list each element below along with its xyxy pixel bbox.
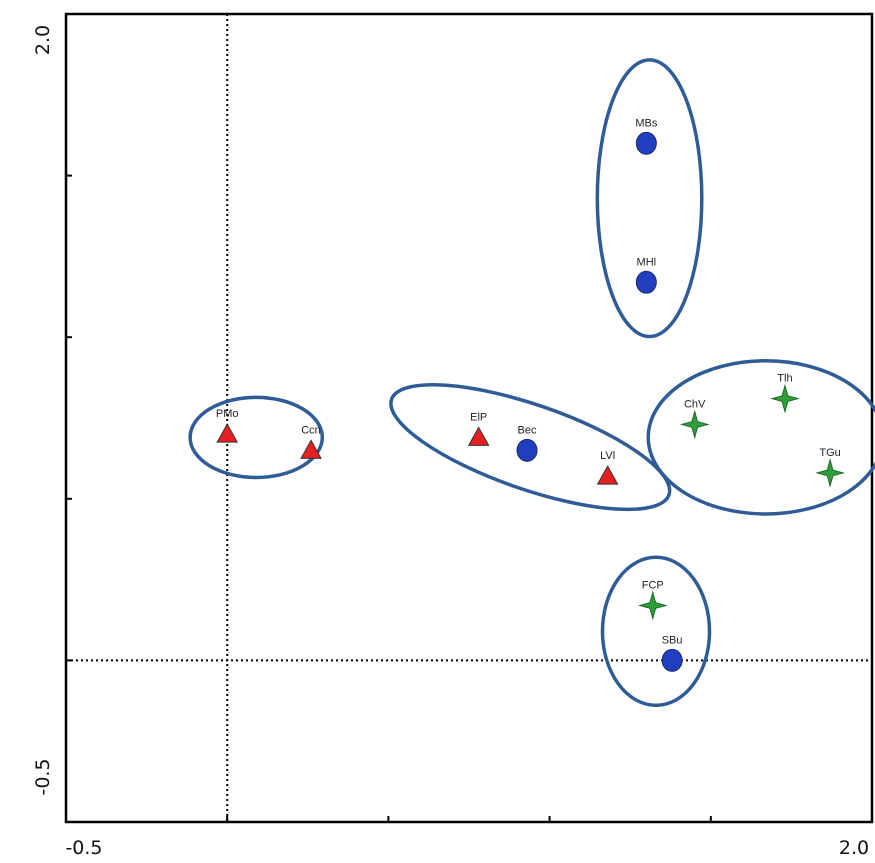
triangle-marker-elp	[467, 426, 490, 446]
group-ellipse-2	[389, 383, 672, 512]
point-label-chv: ChV	[684, 398, 706, 410]
data-markers	[216, 131, 845, 672]
group-ellipse-4	[646, 359, 875, 516]
group-ellipse-5	[600, 555, 712, 708]
point-label-tlh: Tlh	[777, 373, 792, 385]
group-ellipse-3	[595, 58, 704, 339]
circle-marker-mbs	[635, 131, 657, 155]
group-ellipses	[188, 58, 875, 708]
reference-lines	[66, 14, 872, 822]
triangle-marker-lvl	[596, 465, 619, 485]
group-ellipse-1	[188, 395, 325, 480]
triangle-marker-pmo	[216, 423, 239, 443]
x-tick-label-min: -0.5	[65, 837, 102, 859]
point-label-mbs: MBs	[635, 117, 658, 129]
point-label-sbu: SBu	[662, 634, 683, 646]
point-label-elp: ElP	[470, 411, 487, 423]
point-label-mhl: MHl	[637, 256, 657, 268]
y-tick-label-min: -0.5	[32, 758, 54, 795]
y-tick-label-max: 2.0	[32, 25, 54, 55]
circle-marker-bec	[516, 438, 538, 462]
x-tick-label-max: 2.0	[839, 837, 869, 859]
point-label-bec: Bec	[518, 424, 537, 436]
point-labels: PMo Ccn ElP Bec LVl MBs MHl ChV Tlh TGu FCP SBu	[216, 117, 841, 646]
point-label-pmo: PMo	[216, 408, 239, 420]
point-label-tgu: TGu	[819, 447, 840, 459]
point-label-ccn: Ccn	[301, 424, 321, 436]
point-label-fcp: FCP	[642, 579, 664, 591]
star-marker-fcp	[637, 590, 668, 621]
circle-marker-sbu	[661, 648, 683, 672]
triangle-marker-ccn	[300, 439, 322, 459]
circle-marker-mhl	[635, 270, 657, 294]
star-marker-tgu	[815, 458, 845, 488]
axis-ticks	[66, 174, 712, 822]
plot-frame	[64, 12, 874, 824]
star-marker-chv	[679, 409, 710, 440]
star-marker-tlh	[770, 383, 800, 414]
point-label-lvl: LVl	[600, 450, 615, 462]
